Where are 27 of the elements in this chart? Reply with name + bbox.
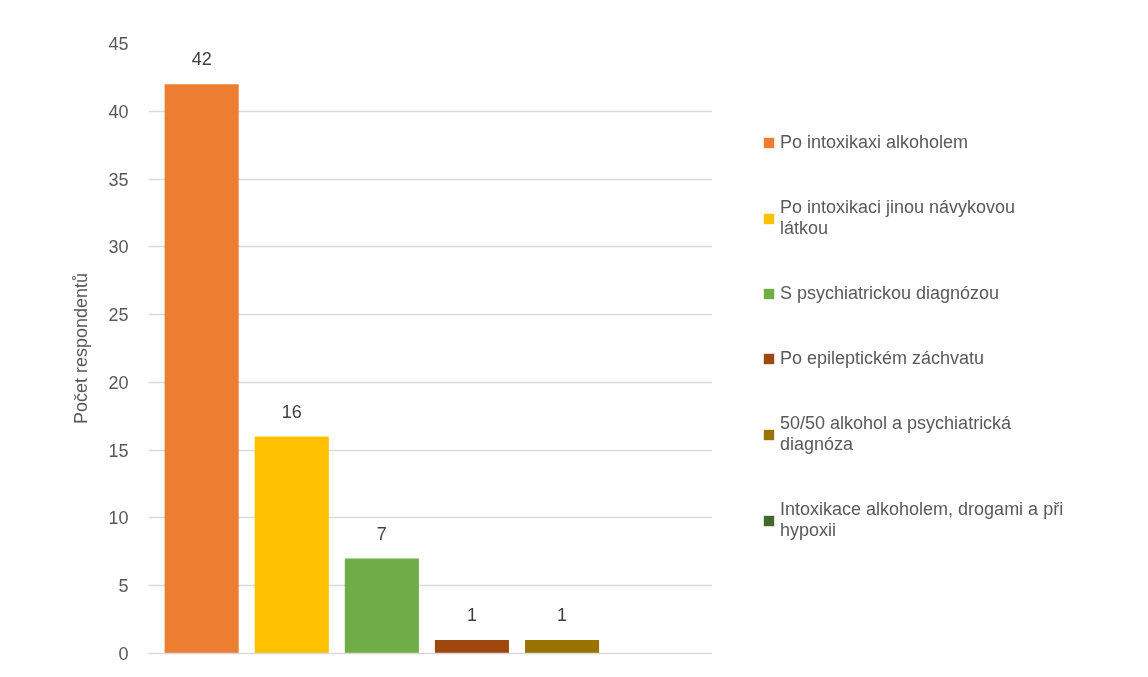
data-label: 42	[191, 49, 212, 70]
y-tick-label: 5	[118, 576, 129, 597]
legend-label: Intoxikace alkoholem, drogami a při hypoxii	[780, 499, 1064, 541]
data-label: 1	[557, 604, 568, 625]
bar	[434, 639, 509, 654]
y-tick-label: 35	[108, 169, 129, 190]
legend-label: S psychiatrickou diagnózou	[780, 283, 1000, 304]
bar	[344, 558, 419, 654]
legend-label: 50/50 alkohol a psychiatrická diagnóza	[780, 413, 1012, 455]
legend-label: Po epileptickém záchvatu	[780, 348, 985, 369]
bar	[254, 436, 329, 654]
bar	[525, 639, 600, 654]
y-tick-label: 15	[108, 440, 129, 461]
y-tick-label: 10	[108, 508, 129, 529]
y-tick-label: 20	[108, 372, 129, 393]
legend-label: Po intoxikaxi alkoholem	[780, 132, 969, 153]
data-label: 7	[376, 523, 387, 544]
data-label: 16	[281, 401, 302, 422]
y-tick-label: 45	[108, 34, 129, 54]
y-axis-title: Počet respondentů	[71, 272, 92, 425]
data-label: 1	[466, 604, 477, 625]
y-tick-label: 40	[108, 101, 129, 122]
y-tick-label: 30	[108, 237, 129, 258]
y-tick-label: 25	[108, 305, 129, 326]
legend-label: Po intoxikaci jinou návykovou látkou	[780, 197, 1016, 239]
bar	[164, 84, 239, 654]
y-tick-label: 0	[118, 644, 129, 664]
